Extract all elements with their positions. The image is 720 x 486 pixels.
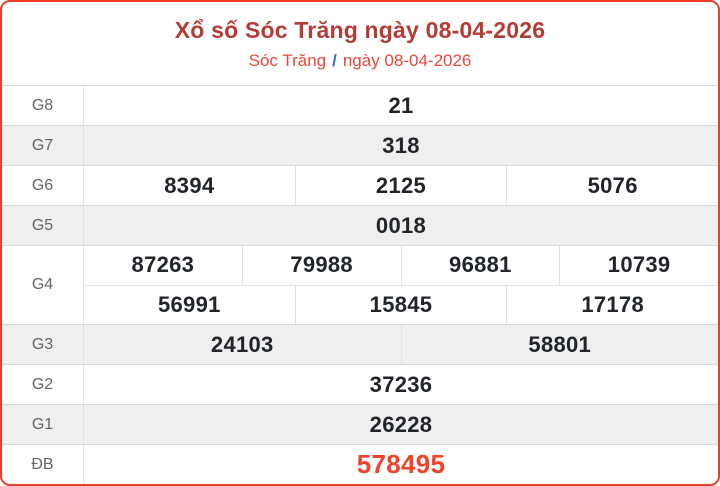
prize-label-db: ĐB <box>2 445 84 484</box>
results-table: G8 21 G7 318 G6 8394 2125 5076 G5 0018 G4 87263 7998… <box>2 86 718 484</box>
breadcrumb-date-link[interactable]: ngày 08-04-2026 <box>342 50 472 70</box>
prize-value-g6-1-1: 8394 <box>164 172 215 198</box>
prize-values-g7: 318 <box>84 126 718 165</box>
prize-value-g3-1-1: 24103 <box>210 331 274 357</box>
prize-row-g6: G6 8394 2125 5076 <box>2 165 718 205</box>
prize-value-g4-1-1: 87263 <box>131 252 195 278</box>
prize-row-g3: G3 24103 58801 <box>2 324 718 364</box>
prize-value-g4-2-3: 17178 <box>506 285 718 324</box>
prize-label-g4: G4 <box>2 246 84 324</box>
prize-subrow-g1-1: 26228 <box>84 405 718 444</box>
prize-row-g4: G4 87263 79988 96881 10739 56991 15845 17178 <box>2 245 718 324</box>
prize-label-g3: G3 <box>2 325 84 364</box>
breadcrumb-region-link[interactable]: Sóc Trăng <box>248 50 327 70</box>
breadcrumb: Sóc Trăng / ngày 08-04-2026 <box>249 51 472 71</box>
prize-subrow-db-1: 578495 <box>84 445 718 484</box>
breadcrumb-separator: / <box>332 50 337 70</box>
prize-label-g7: G7 <box>2 126 84 165</box>
prize-value-g4-2-2: 15845 <box>294 285 507 324</box>
prize-values-g3: 24103 58801 <box>84 325 718 364</box>
prize-row-g8: G8 21 <box>2 86 718 125</box>
prize-values-g6: 8394 2125 5076 <box>84 166 718 205</box>
prize-value-g5-1-1: 0018 <box>375 212 427 238</box>
prize-subrow-g3-1: 24103 58801 <box>84 325 718 364</box>
prize-label-g2: G2 <box>2 365 84 404</box>
prize-value-g6-1-2: 2125 <box>294 166 507 205</box>
prize-row-db: ĐB 578495 <box>2 444 718 484</box>
prize-values-g5: 0018 <box>84 206 718 245</box>
prize-label-g8: G8 <box>2 86 84 125</box>
prize-value-g7-1-1: 318 <box>382 132 420 158</box>
prize-label-g1: G1 <box>2 405 84 444</box>
prize-value-g4-1-3: 96881 <box>400 246 560 285</box>
prize-row-g2: G2 37236 <box>2 364 718 404</box>
prize-value-db-1-1: 578495 <box>356 449 446 479</box>
prize-subrow-g4-1: 87263 79988 96881 10739 <box>84 246 718 285</box>
prize-values-g1: 26228 <box>84 405 718 444</box>
prize-value-g3-1-2: 58801 <box>400 325 719 364</box>
prize-value-g8-1-1: 21 <box>388 92 414 118</box>
prize-value-g4-2-1: 56991 <box>157 291 221 317</box>
prize-label-g6: G6 <box>2 166 84 205</box>
prize-subrow-g2-1: 37236 <box>84 365 718 404</box>
prize-value-g1-1-1: 26228 <box>369 411 433 437</box>
prize-row-g7: G7 318 <box>2 125 718 165</box>
prize-row-g1: G1 26228 <box>2 404 718 444</box>
prize-value-g4-1-2: 79988 <box>241 246 401 285</box>
prize-row-g5: G5 0018 <box>2 205 718 245</box>
prize-value-g6-1-3: 5076 <box>506 166 718 205</box>
prize-value-g4-1-4: 10739 <box>559 246 718 285</box>
prize-subrow-g5-1: 0018 <box>84 206 718 245</box>
results-header: Xổ số Sóc Trăng ngày 08-04-2026 Sóc Trăn… <box>2 2 718 86</box>
prize-values-g4: 87263 79988 96881 10739 56991 15845 17178 <box>84 246 718 324</box>
prize-value-g2-1-1: 37236 <box>369 371 433 397</box>
prize-subrow-g8-1: 21 <box>84 86 718 125</box>
prize-subrow-g7-1: 318 <box>84 126 718 165</box>
prize-subrow-g4-2: 56991 15845 17178 <box>84 284 718 324</box>
prize-subrow-g6-1: 8394 2125 5076 <box>84 166 718 205</box>
prize-label-g5: G5 <box>2 206 84 245</box>
prize-values-g8: 21 <box>84 86 718 125</box>
prize-values-g2: 37236 <box>84 365 718 404</box>
page-title: Xổ số Sóc Trăng ngày 08-04-2026 <box>174 16 546 43</box>
prize-values-db: 578495 <box>84 445 718 484</box>
